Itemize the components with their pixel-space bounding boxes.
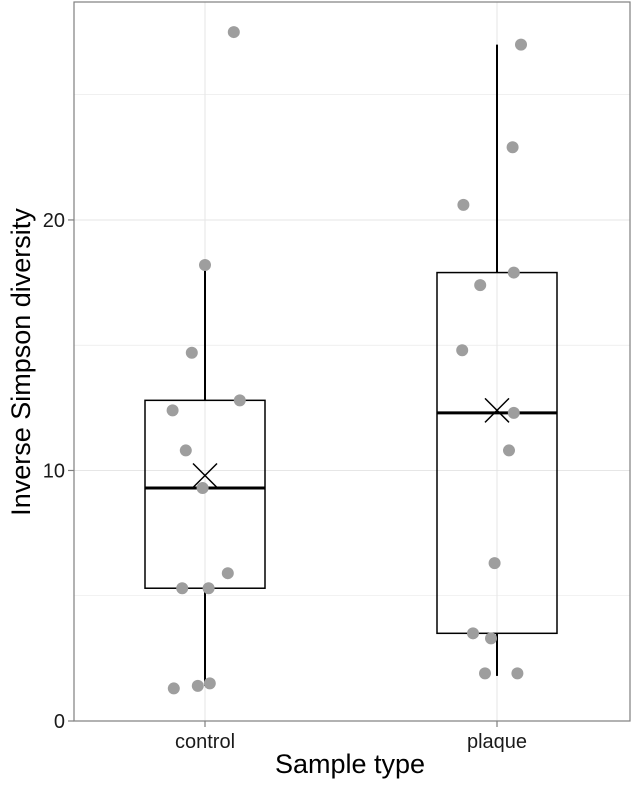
box-iqr (436, 271, 558, 635)
mean-marker (192, 462, 218, 489)
x-tick-label: control (175, 731, 235, 753)
data-point (233, 394, 246, 407)
mean-marker-stroke (192, 462, 218, 489)
data-point (166, 404, 179, 417)
data-point (506, 141, 519, 154)
x-tick-label: plaque (467, 731, 527, 753)
y-tick-label: 10 (43, 460, 65, 482)
data-point (511, 667, 524, 680)
grid-lines (74, 2, 630, 722)
data-point (507, 266, 520, 279)
data-point (474, 279, 487, 292)
data-point (503, 444, 515, 457)
data-point (191, 679, 204, 692)
data-point (176, 582, 189, 595)
data-point (203, 677, 216, 690)
data-point (515, 38, 527, 51)
y-axis-title: Inverse Simpson diversity (6, 208, 36, 516)
data-point (457, 198, 470, 211)
data-points (166, 26, 527, 695)
data-point (202, 582, 215, 595)
y-tick-label: 0 (54, 711, 65, 733)
data-point (479, 667, 491, 680)
x-axis-title: Sample type (275, 749, 425, 779)
axes: 0 10 20 control plaque (43, 1, 631, 753)
data-point (196, 482, 209, 495)
plot-background (74, 2, 630, 721)
data-point (167, 682, 180, 695)
mean-marker-stroke (484, 397, 510, 423)
data-point (467, 627, 479, 640)
data-point (199, 259, 211, 272)
y-tick-label: 20 (43, 210, 65, 232)
data-point (485, 632, 497, 645)
data-point (179, 444, 192, 457)
mean-marker (484, 397, 510, 423)
data-point (227, 26, 240, 39)
data-point (185, 346, 198, 359)
data-point (488, 557, 501, 570)
data-point (507, 406, 520, 419)
plot-border (73, 1, 631, 722)
data-point (221, 567, 234, 580)
data-point (456, 344, 469, 357)
